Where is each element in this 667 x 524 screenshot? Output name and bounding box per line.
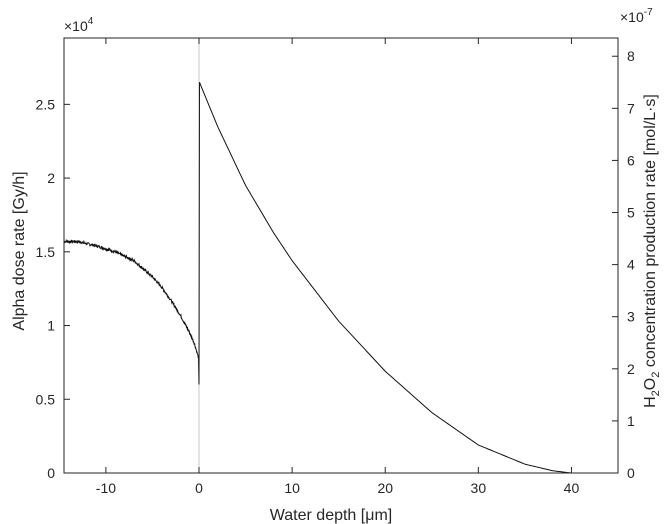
- left-multiplier-exp: 4: [88, 16, 94, 27]
- x-tick-label: 10: [284, 480, 300, 496]
- y-right-tick-label: 2: [627, 361, 635, 377]
- y-right-tick-label: 3: [627, 309, 635, 325]
- data-layer: [63, 38, 572, 474]
- right-label-prefix: H: [642, 396, 659, 408]
- x-tick-label: -10: [96, 480, 116, 496]
- right-label-mid: O: [642, 378, 659, 390]
- left-multiplier-base: ×10: [64, 18, 88, 34]
- x-tick-label: 40: [564, 480, 580, 496]
- x-tick-label: 20: [377, 480, 393, 496]
- y-left-tick-label: 2: [47, 170, 55, 186]
- y-right-tick-label: 8: [627, 48, 635, 64]
- y-left-tick-label: 2.5: [36, 96, 56, 112]
- y-left-tick-label: 0: [47, 465, 55, 481]
- right-label-sub2: 2: [650, 372, 662, 378]
- x-axis-label: Water depth [μm]: [270, 507, 392, 524]
- y-right-tick-label: 7: [627, 100, 635, 116]
- left-axis-multiplier: ×104: [64, 16, 94, 34]
- y-axis-right: 0 1 2 3 4 5 6 7 8: [612, 48, 635, 481]
- y-right-tick-label: 6: [627, 152, 635, 168]
- right-label-sub1: 2: [650, 390, 662, 396]
- x-tick-label: 30: [471, 480, 487, 496]
- series-line-2: [198, 82, 572, 474]
- right-multiplier-base: ×10: [620, 9, 644, 25]
- right-multiplier-exp: -7: [644, 7, 653, 18]
- x-axis: -10 0 10 20 30 40: [96, 38, 580, 496]
- y-left-tick-label: 1.5: [36, 244, 56, 260]
- y-left-tick-label: 1: [47, 318, 55, 334]
- y-right-tick-label: 1: [627, 413, 635, 429]
- right-axis-multiplier: ×10-7: [620, 7, 653, 25]
- y-right-tick-label: 5: [627, 205, 635, 221]
- series-line-1: [63, 238, 200, 385]
- y-right-axis-label: H2O2 concentration production rate [mol/…: [642, 94, 662, 408]
- right-label-suffix: concentration production rate [mol/L·s]: [642, 94, 659, 371]
- y-left-axis-label: Alpha dose rate [Gy/h]: [11, 171, 28, 330]
- x-tick-label: 0: [195, 480, 203, 496]
- y-right-tick-label: 4: [627, 257, 635, 273]
- y-right-tick-label: 0: [627, 465, 635, 481]
- y-left-tick-label: 0.5: [36, 391, 56, 407]
- plot-frame: [63, 37, 619, 474]
- y-axis-left: 0 0.5 1 1.5 2 2.5: [36, 96, 70, 481]
